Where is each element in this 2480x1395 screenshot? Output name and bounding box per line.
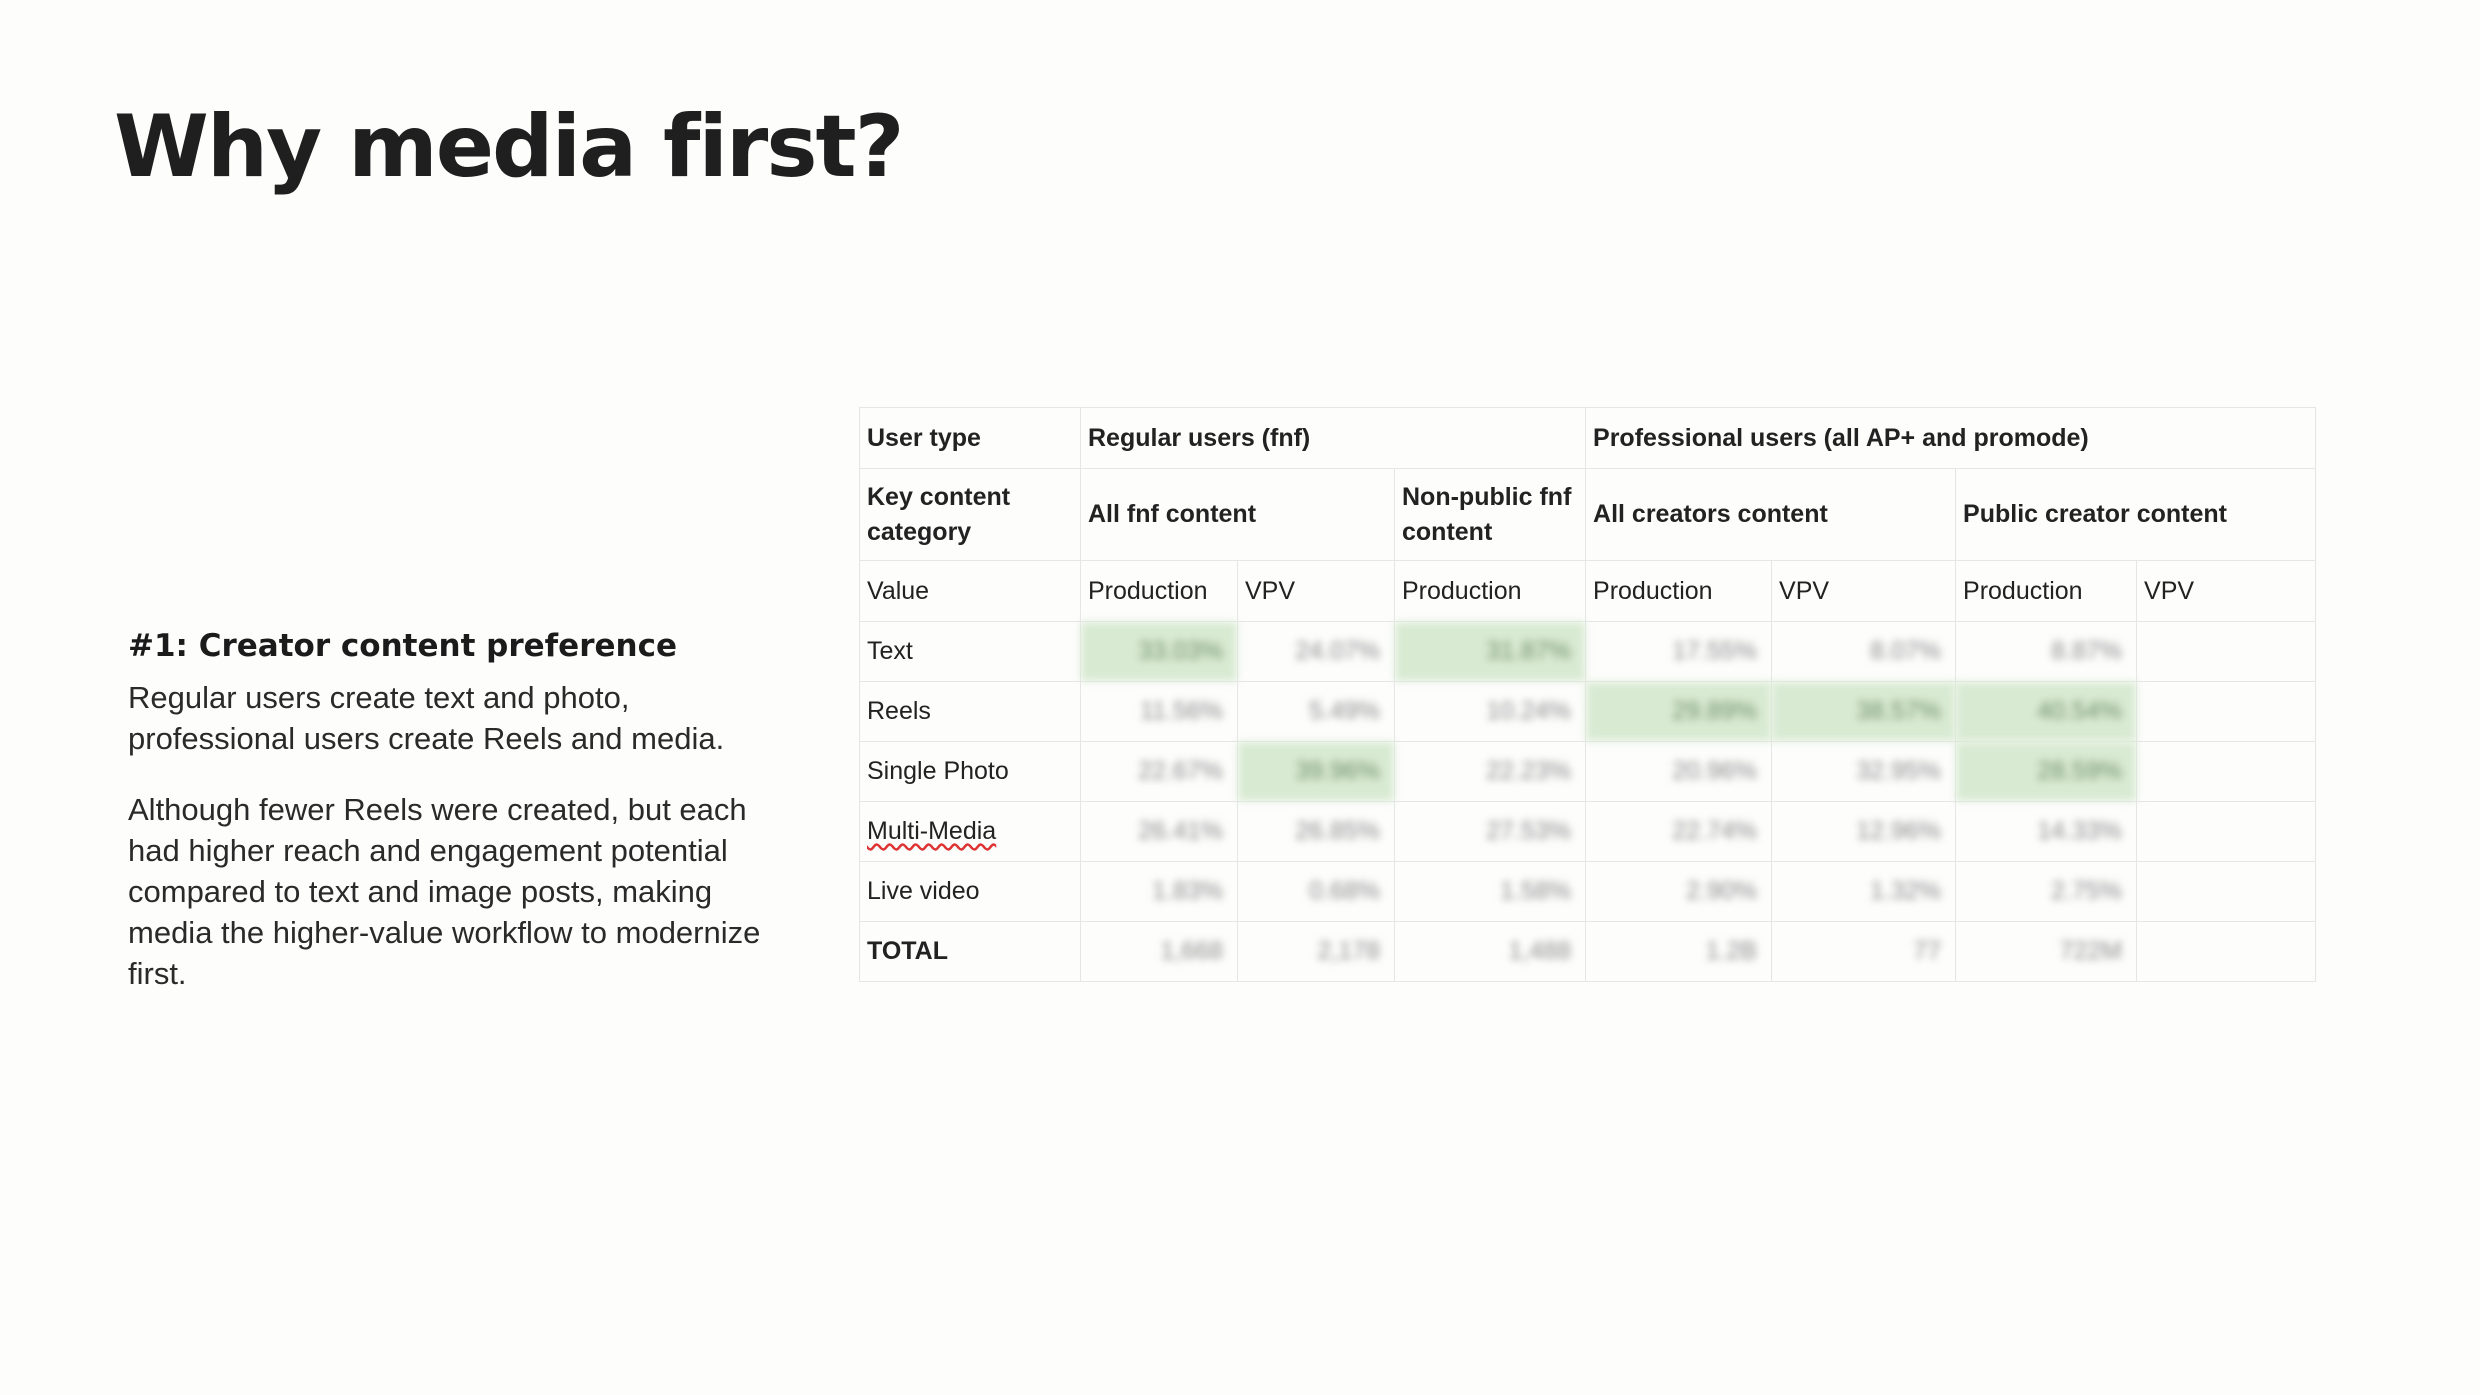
table-cell: 22.74% xyxy=(1585,801,1773,862)
public-creator-header: Public creator content xyxy=(1955,468,2317,561)
table-cell: 33.03% xyxy=(1080,621,1238,682)
table-cell: 22.23% xyxy=(1393,741,1587,802)
metric-header: Production xyxy=(1955,560,2138,622)
table-cell: 5.49% xyxy=(1237,681,1395,742)
row-label: Single Photo xyxy=(859,741,1081,802)
table-cell: 12.96% xyxy=(1771,801,1957,862)
table-cell: 2.90% xyxy=(1585,861,1773,922)
table-row-total: TOTAL 1,668 2,178 1,488 1.2B 77 722M xyxy=(859,921,2317,982)
row-label: Text xyxy=(859,621,1081,682)
table-cell: 17.55% xyxy=(1585,621,1773,682)
table-row: Text 33.03% 24.07% 31.87% 17.55% 8.07% 8… xyxy=(859,621,2317,682)
table-cell: 8.87% xyxy=(1955,621,2138,682)
table-cell: 22.67% xyxy=(1080,741,1238,802)
table-cell: 24.07% xyxy=(1237,621,1395,682)
table-cell: 38.57% xyxy=(1771,681,1957,742)
table-cell xyxy=(2136,681,2317,742)
content-preference-table: User type Regular users (fnf) Profession… xyxy=(859,407,2317,982)
table-cell: 1.2B xyxy=(1585,921,1773,982)
table-row: Reels 11.56% 5.49% 10.24% 29.89% 38.57% … xyxy=(859,681,2317,742)
metric-header: Production xyxy=(1393,560,1587,622)
table-cell xyxy=(2136,741,2317,802)
table-cell: 28.59% xyxy=(1955,741,2138,802)
table-cell xyxy=(2136,921,2317,982)
value-label: Value xyxy=(859,560,1081,622)
table-cell: 26.41% xyxy=(1080,801,1238,862)
key-content-row: Key content category All fnf content Non… xyxy=(859,468,2317,561)
table-cell xyxy=(2136,621,2317,682)
table-row: Single Photo 22.67% 39.96% 22.23% 20.96%… xyxy=(859,741,2317,802)
table-cell: 11.56% xyxy=(1080,681,1238,742)
table-cell: 10.24% xyxy=(1393,681,1587,742)
table-cell: 26.85% xyxy=(1237,801,1395,862)
row-label-total: TOTAL xyxy=(859,921,1081,982)
slide-title: Why media first? xyxy=(114,97,905,197)
table-cell: 8.07% xyxy=(1771,621,1957,682)
metric-header: VPV xyxy=(2136,560,2317,622)
metric-header: Production xyxy=(1080,560,1238,622)
regular-users-header: Regular users (fnf) xyxy=(1079,407,1587,469)
table-cell: 1,488 xyxy=(1393,921,1587,982)
row-label: Reels xyxy=(859,681,1081,742)
row-label: Multi-Media xyxy=(859,801,1081,862)
table-cell xyxy=(2136,801,2317,862)
section-heading: #1: Creator content preference xyxy=(128,628,677,664)
table-cell: 77 xyxy=(1771,921,1957,982)
all-fnf-header: All fnf content xyxy=(1080,468,1395,561)
value-row: Value Production VPV Production Producti… xyxy=(859,560,2317,622)
metric-header: VPV xyxy=(1771,560,1957,622)
user-type-row: User type Regular users (fnf) Profession… xyxy=(859,407,2317,469)
row-label: Live video xyxy=(859,861,1081,922)
table-cell: 1,668 xyxy=(1080,921,1238,982)
table-cell: 39.96% xyxy=(1237,741,1395,802)
table-cell: 29.89% xyxy=(1585,681,1773,742)
user-type-label: User type xyxy=(859,407,1081,469)
table-cell: 27.53% xyxy=(1393,801,1587,862)
table-cell: 40.54% xyxy=(1955,681,2138,742)
table-cell: 722M xyxy=(1955,921,2138,982)
table-cell: 14.33% xyxy=(1955,801,2138,862)
table-cell: 1.32% xyxy=(1771,861,1957,922)
metric-header: VPV xyxy=(1237,560,1395,622)
table-cell: 2.75% xyxy=(1955,861,2138,922)
left-text-column: #1: Creator content preference Regular u… xyxy=(128,628,788,1024)
table-cell: 2,178 xyxy=(1237,921,1395,982)
paragraph-explanation: Although fewer Reels were created, but e… xyxy=(128,792,761,992)
table-cell: 31.87% xyxy=(1393,621,1587,682)
row-label-text: Multi-Media xyxy=(867,817,997,845)
key-content-label: Key content category xyxy=(859,468,1081,561)
table-cell: 0.68% xyxy=(1237,861,1395,922)
table-cell: 1.58% xyxy=(1393,861,1587,922)
table-cell: 20.96% xyxy=(1585,741,1773,802)
non-public-fnf-header: Non-public fnf content xyxy=(1393,468,1587,561)
professional-users-header: Professional users (all AP+ and promode) xyxy=(1585,407,2317,469)
all-creators-header: All creators content xyxy=(1585,468,1957,561)
table-cell: 32.95% xyxy=(1771,741,1957,802)
table-row: Live video 1.83% 0.68% 1.58% 2.90% 1.32%… xyxy=(859,861,2317,922)
table-row: Multi-Media 26.41% 26.85% 27.53% 22.74% … xyxy=(859,801,2317,862)
metric-header: Production xyxy=(1585,560,1773,622)
table-cell xyxy=(2136,861,2317,922)
table-cell: 1.83% xyxy=(1080,861,1238,922)
paragraph-summary: Regular users create text and photo, pro… xyxy=(128,680,725,757)
